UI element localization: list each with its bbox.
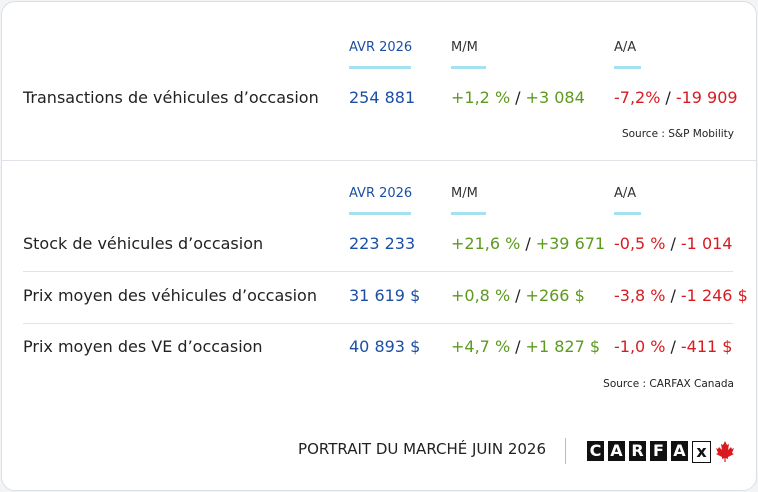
header-underline: [349, 212, 411, 215]
row-value: 31 619 $: [349, 286, 421, 305]
row-label: Prix moyen des VE d’occasion: [23, 337, 263, 356]
maple-leaf: [716, 441, 734, 462]
header-underline: [614, 66, 641, 69]
row-divider: [23, 323, 733, 324]
row-value: 223 233: [349, 234, 416, 253]
mm-pct: +4,7 %: [451, 337, 511, 356]
separator: /: [665, 88, 671, 107]
separator: /: [670, 337, 676, 356]
mm-change: +1,2 % / +3 084: [451, 88, 585, 107]
mm-change: +0,8 % / +266 $: [451, 286, 585, 305]
logo-letter: R: [629, 441, 646, 461]
row-divider: [23, 271, 733, 272]
mm-abs: +39 671: [535, 234, 606, 253]
aa-pct: -7,2%: [614, 88, 661, 107]
footer-title: PORTRAIT DU MARCHÉ JUIN 2026: [298, 440, 546, 458]
header-underline: [451, 212, 486, 215]
source-note: Source : S&P Mobility: [621, 128, 734, 140]
column-header: M/M: [451, 40, 478, 55]
mm-change: +4,7 % / +1 827 $: [451, 337, 600, 356]
logo-letter: x: [692, 441, 711, 463]
aa-pct: -3,8 %: [614, 286, 666, 305]
separator: /: [670, 286, 676, 305]
mm-abs: +3 084: [525, 88, 585, 107]
column-header: A/A: [614, 186, 637, 201]
column-header: AVR 2026: [349, 186, 413, 201]
separator: /: [515, 88, 521, 107]
header-underline: [349, 66, 411, 69]
mm-change: +21,6 % / +39 671: [451, 234, 605, 253]
separator: /: [670, 234, 676, 253]
column-header: AVR 2026: [349, 40, 413, 55]
aa-abs: -1 014: [680, 234, 733, 253]
separator: /: [515, 286, 521, 305]
logo-letter: C: [587, 441, 604, 461]
aa-change: -1,0 % / -411 $: [614, 337, 732, 356]
row-value: 254 881: [349, 88, 416, 107]
aa-change: -3,8 % / -1 246 $: [614, 286, 748, 305]
mm-pct: +21,6 %: [451, 234, 521, 253]
row-label: Stock de véhicules d’occasion: [23, 234, 264, 253]
aa-change: -0,5 % / -1 014: [614, 234, 732, 253]
column-header: A/A: [614, 40, 637, 55]
row-label: Transactions de véhicules d’occasion: [23, 88, 319, 107]
mm-pct: +1,2 %: [451, 88, 511, 107]
aa-abs: -411 $: [680, 337, 733, 356]
logo-letter: F: [650, 441, 667, 461]
header-underline: [614, 212, 641, 215]
header-underline: [451, 66, 486, 69]
footer-divider: [565, 438, 566, 464]
mm-pct: +0,8 %: [451, 286, 511, 305]
aa-pct: -1,0 %: [614, 337, 666, 356]
row-label: Prix moyen des véhicules d’occasion: [23, 286, 317, 305]
separator: /: [515, 337, 521, 356]
aa-abs: -19 909: [675, 88, 738, 107]
column-header: M/M: [451, 186, 478, 201]
source-note: Source : CARFAX Canada: [603, 378, 734, 390]
logo-letter: A: [671, 441, 688, 461]
section-divider: [2, 160, 756, 161]
separator: /: [525, 234, 531, 253]
aa-change: -7,2% / -19 909: [614, 88, 738, 107]
logo-letter: A: [608, 441, 625, 461]
row-value: 40 893 $: [349, 337, 421, 356]
mm-abs: +1 827 $: [525, 337, 601, 356]
aa-abs: -1 246 $: [680, 286, 748, 305]
mm-abs: +266 $: [525, 286, 585, 305]
aa-pct: -0,5 %: [614, 234, 666, 253]
